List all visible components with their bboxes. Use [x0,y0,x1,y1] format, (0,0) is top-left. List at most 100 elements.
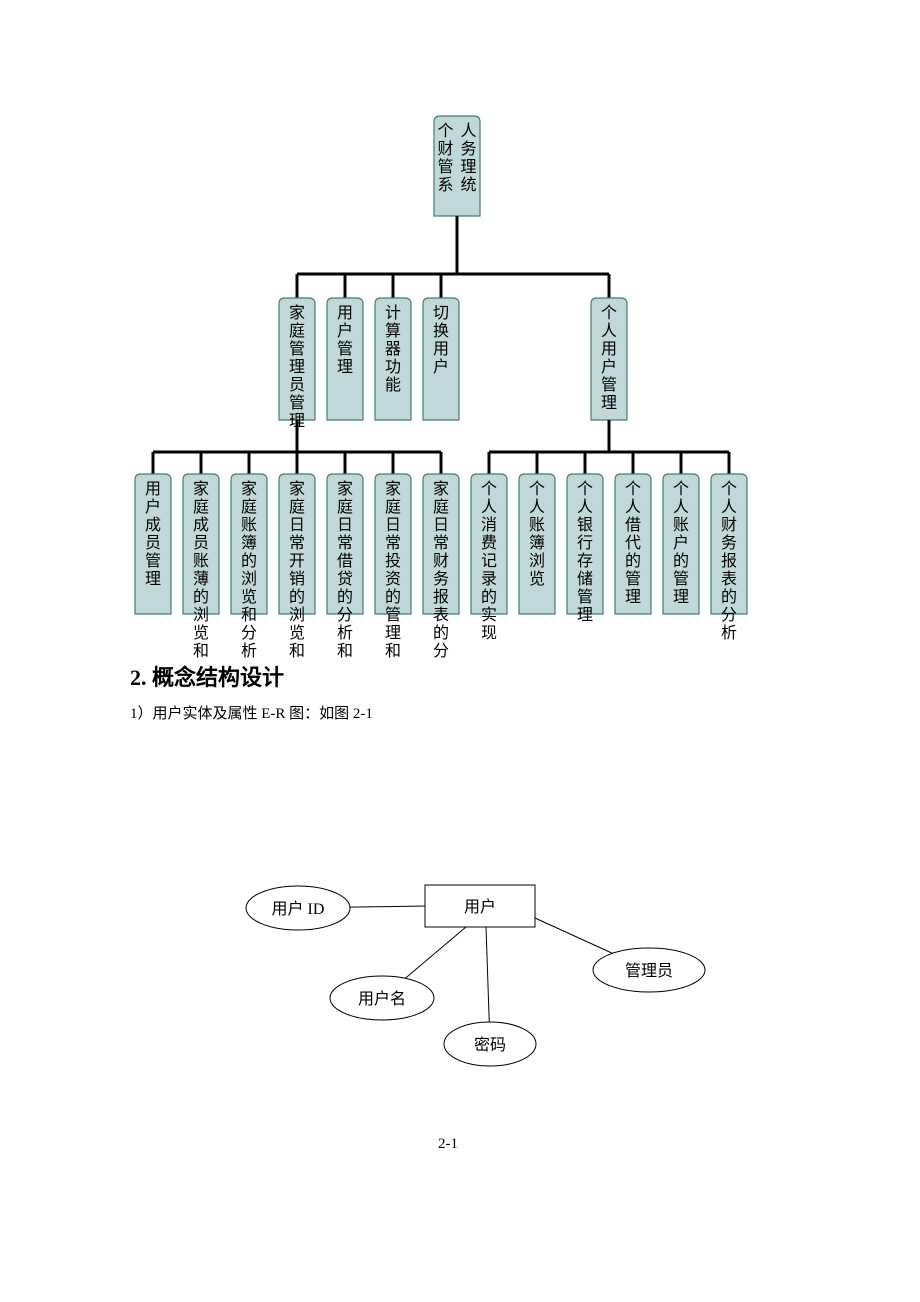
svg-text:析: 析 [721,624,737,642]
svg-text:户: 户 [337,322,353,340]
svg-text:和: 和 [193,642,209,660]
svg-text:录: 录 [481,570,497,588]
svg-text:的: 的 [673,552,689,570]
svg-text:庭: 庭 [193,498,209,516]
svg-text:账: 账 [241,516,257,534]
svg-text:个: 个 [529,480,545,498]
svg-text:算: 算 [385,321,401,340]
svg-text:成: 成 [193,516,209,534]
org-text-l3r-0: 个人消费记录的实现 [481,480,497,642]
svg-text:家: 家 [241,480,257,498]
svg-text:览: 览 [289,624,305,642]
svg-text:和: 和 [289,642,305,660]
svg-text:析: 析 [337,624,353,642]
svg-text:户: 户 [145,498,161,516]
svg-text:分: 分 [721,606,737,624]
svg-text:理: 理 [289,359,305,376]
svg-text:代: 代 [625,534,641,552]
svg-text:和: 和 [385,642,401,660]
svg-text:管: 管 [577,588,593,606]
org-text-l2-1: 用户管理 [337,305,353,376]
svg-text:借: 借 [625,516,641,534]
svg-text:务: 务 [460,140,476,158]
diagram-canvas: 个财管系人务理统家庭管理员管理用户管理计算器功能切换用户个人用户管理用户成员管理… [0,0,920,1302]
svg-text:的: 的 [385,588,401,606]
svg-text:储: 储 [577,570,593,588]
svg-text:理: 理 [577,607,593,624]
svg-text:员: 员 [289,376,305,394]
section-title: 2. 概念结构设计 [130,660,284,692]
svg-text:人: 人 [721,498,737,516]
svg-text:家: 家 [289,304,305,322]
svg-text:功: 功 [385,358,401,376]
svg-text:换: 换 [433,322,449,340]
svg-text:的: 的 [241,552,257,570]
svg-text:统: 统 [460,176,476,194]
svg-text:浏: 浏 [241,570,257,588]
svg-text:簿: 簿 [529,534,545,552]
svg-text:庭: 庭 [289,322,305,340]
svg-text:投: 投 [385,552,401,570]
svg-text:分: 分 [337,606,353,624]
org-text-l2-0: 家庭管理员管理 [289,304,305,430]
svg-text:成: 成 [145,516,161,534]
svg-text:管: 管 [673,570,689,588]
svg-text:员: 员 [145,534,161,552]
svg-text:庭: 庭 [289,498,305,516]
svg-text:人: 人 [529,498,545,516]
svg-text:贷: 贷 [337,570,353,588]
svg-text:表: 表 [721,570,737,588]
svg-text:常: 常 [337,534,353,552]
svg-text:览: 览 [193,624,209,642]
svg-text:分: 分 [433,642,449,660]
svg-text:务: 务 [433,570,449,588]
svg-text:个: 个 [625,480,641,498]
svg-text:行: 行 [577,534,593,552]
svg-text:切: 切 [433,304,449,322]
org-text-l3r-5: 个人财务报表的分析 [721,480,737,642]
svg-text:家: 家 [289,480,305,498]
svg-text:管: 管 [337,340,353,358]
svg-text:人: 人 [601,322,617,340]
svg-text:用: 用 [433,341,449,358]
svg-text:家: 家 [193,480,209,498]
svg-text:日: 日 [433,517,449,534]
svg-text:记: 记 [481,552,497,570]
svg-text:消: 消 [481,516,497,534]
svg-text:开: 开 [289,553,305,570]
svg-text:管: 管 [289,394,305,412]
svg-text:的: 的 [193,588,209,606]
svg-text:管: 管 [289,340,305,358]
svg-text:用: 用 [601,341,617,358]
svg-text:庭: 庭 [241,498,257,516]
svg-text:账: 账 [673,516,689,534]
svg-text:理: 理 [673,589,689,606]
svg-text:用: 用 [145,481,161,498]
svg-text:日: 日 [337,517,353,534]
svg-text:览: 览 [241,588,257,606]
svg-text:员: 员 [193,534,209,552]
org-text-l2-2: 计算器功能 [385,304,401,394]
svg-text:日: 日 [289,517,305,534]
svg-text:存: 存 [577,552,593,570]
er-entity-label: 用户 [464,898,496,916]
svg-text:家: 家 [385,480,401,498]
svg-text:人: 人 [577,498,593,516]
svg-text:人: 人 [460,122,476,140]
page-root: 个财管系人务理统家庭管理员管理用户管理计算器功能切换用户个人用户管理用户成员管理… [0,0,920,1302]
svg-text:庭: 庭 [385,498,401,516]
svg-text:银: 银 [577,516,593,534]
org-text-l3r-3: 个人借代的管理 [625,480,641,606]
svg-text:理: 理 [337,359,353,376]
svg-text:个: 个 [481,480,497,498]
svg-text:户: 户 [601,358,617,376]
svg-text:分: 分 [241,624,257,642]
svg-text:管: 管 [385,606,401,624]
svg-text:账: 账 [193,552,209,570]
svg-text:人: 人 [673,498,689,516]
svg-text:个: 个 [437,122,453,140]
svg-text:个: 个 [721,480,737,498]
svg-text:析: 析 [241,642,257,660]
section-subtitle: 1）用户实体及属性 E-R 图：如图 2-1 [130,702,373,723]
svg-text:借: 借 [337,552,353,570]
